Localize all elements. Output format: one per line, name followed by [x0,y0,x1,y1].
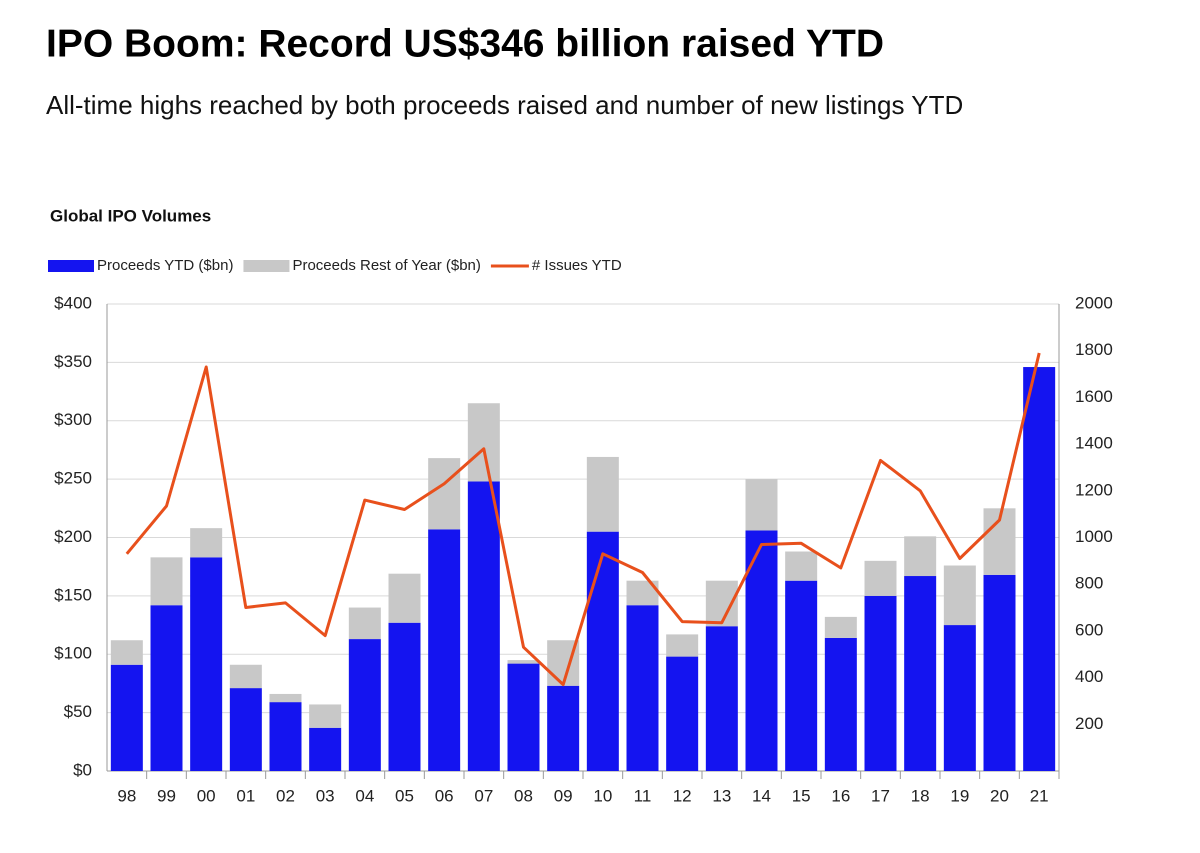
x-tick-label: 11 [634,786,652,805]
bar [348,607,381,640]
bar [507,663,540,771]
bar [309,727,342,771]
x-tick-label: 07 [474,786,493,805]
bar [348,639,381,771]
bar [190,528,223,558]
y-tick-label: $300 [54,410,92,429]
bar [388,573,421,623]
bar [824,637,857,771]
y-tick-label: $50 [64,702,92,721]
bar [110,664,143,771]
x-tick-label: 16 [831,786,850,805]
bar [705,626,738,771]
bar [309,704,342,728]
y2-tick-label: 1600 [1075,387,1113,406]
x-tick-label: 09 [554,786,573,805]
bar [229,688,262,771]
x-tick-label: 08 [514,786,533,805]
x-tick-label: 10 [593,786,612,805]
x-tick-label: 14 [752,786,771,805]
legend-label: Proceeds YTD ($bn) [97,257,233,274]
y-tick-label: $250 [54,469,92,488]
y-tick-label: $0 [73,760,92,779]
x-tick-label: 18 [911,786,930,805]
y-tick-label: $150 [54,585,92,604]
bar [626,605,659,771]
x-tick-label: 21 [1030,786,1049,805]
bar [864,595,897,771]
y-tick-label: $200 [54,527,92,546]
y2-tick-label: 1800 [1075,340,1113,359]
bar [943,625,976,771]
bar [666,656,699,771]
x-tick-label: 05 [395,786,414,805]
x-tick-label: 19 [950,786,969,805]
bar [943,565,976,626]
bar [269,693,302,703]
x-tick-label: 04 [355,786,374,805]
page-title: IPO Boom: Record US$346 billion raised Y… [46,22,884,65]
line [125,352,1041,687]
x-tick-label: 15 [792,786,811,805]
x-tick-label: 17 [871,786,890,805]
bar [785,551,818,581]
bar [983,574,1016,771]
bar [150,557,183,606]
legend-swatch [243,260,290,272]
x-tick-label: 00 [197,786,216,805]
y-tick-label: $400 [54,293,92,312]
bar [467,403,500,482]
x-tick-label: 98 [117,786,136,805]
y2-tick-label: 200 [1075,714,1103,733]
x-tick-label: 13 [712,786,731,805]
y-tick-label: $100 [54,644,92,663]
y2-tick-label: 800 [1075,574,1103,593]
bar [864,560,897,596]
bar [507,660,540,664]
bar [547,685,580,771]
legend-swatch [48,260,94,272]
x-tick-label: 12 [673,786,692,805]
bar [785,580,818,771]
bar [388,622,421,771]
y2-tick-label: 600 [1075,620,1103,639]
y-tick-label: $350 [54,352,92,371]
bar [110,640,143,665]
legend-label: Proceeds Rest of Year ($bn) [292,257,480,274]
x-tick-label: 20 [990,786,1009,805]
bar [269,702,302,771]
y2-tick-label: 400 [1075,667,1103,686]
bar [229,664,262,689]
bar [824,616,857,638]
bar [1023,367,1056,771]
x-tick-label: 02 [276,786,295,805]
x-tick-label: 99 [157,786,176,805]
bar [586,456,619,532]
bar [428,529,461,771]
x-tick-label: 03 [316,786,335,805]
y2-tick-label: 1400 [1075,434,1113,453]
bar [904,576,937,771]
legend-label: # Issues YTD [532,257,622,274]
bar [586,531,619,771]
y2-tick-label: 2000 [1075,293,1113,312]
bar [467,481,500,771]
bar [745,479,778,531]
bar [150,605,183,771]
bar [666,634,699,657]
y2-tick-label: 1000 [1075,527,1113,546]
bar [428,458,461,530]
bar [904,536,937,577]
y2-tick-label: 1200 [1075,480,1113,499]
bar [745,530,778,771]
x-tick-label: 01 [236,786,255,805]
x-tick-label: 06 [435,786,454,805]
page-subtitle: All-time highs reached by both proceeds … [46,90,963,120]
chart-title: Global IPO Volumes [50,206,211,225]
bar [190,557,223,771]
